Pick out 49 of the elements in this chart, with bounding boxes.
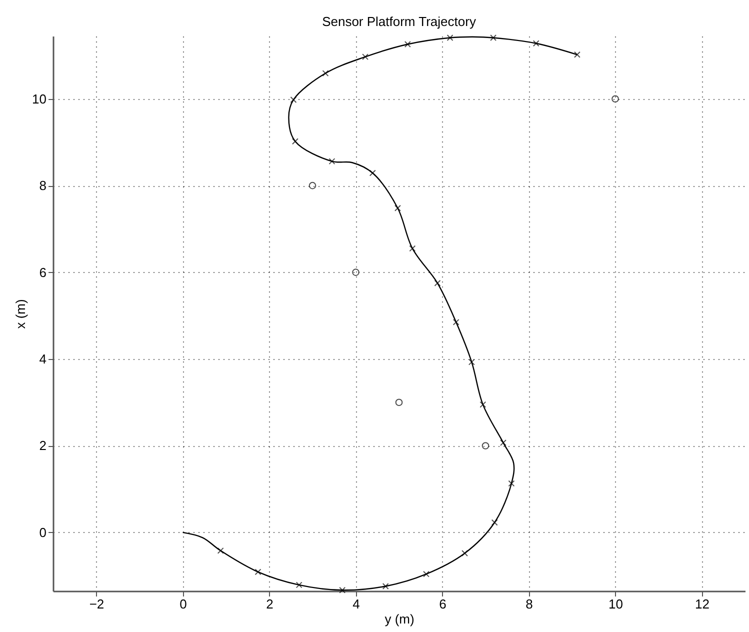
point <box>296 582 302 588</box>
x-tick-label: 12 <box>695 596 710 612</box>
point <box>482 442 490 450</box>
point <box>480 401 486 408</box>
point <box>491 519 498 526</box>
y-tick-label: 10 <box>32 91 46 106</box>
point <box>434 280 441 286</box>
y-tick-label: 0 <box>39 524 46 540</box>
point <box>290 96 297 103</box>
point <box>308 182 316 190</box>
x-tick-label: 4 <box>352 596 360 612</box>
point <box>394 204 401 212</box>
point <box>217 547 224 554</box>
point <box>468 358 475 366</box>
x-axis-title: y (m) <box>384 612 414 626</box>
point <box>452 318 460 326</box>
point <box>462 550 468 557</box>
point <box>362 54 369 60</box>
chart-title: Sensor Platform Trajectory <box>322 14 476 29</box>
x-tick-label: 10 <box>608 596 623 612</box>
x-tick-label: 2 <box>266 596 274 612</box>
point <box>500 439 506 446</box>
point <box>254 568 262 576</box>
x-tick-label: 0 <box>180 596 187 612</box>
point <box>423 570 430 578</box>
point <box>382 582 389 590</box>
y-tick-label: 2 <box>39 438 46 454</box>
point <box>409 245 416 252</box>
point <box>339 586 346 594</box>
point <box>532 40 540 47</box>
point <box>369 170 376 176</box>
point <box>612 95 619 103</box>
point <box>446 34 454 41</box>
point <box>574 51 580 58</box>
x-tick-label: 6 <box>439 596 446 612</box>
y-tick-label: 8 <box>39 178 46 194</box>
point <box>322 70 329 77</box>
point <box>352 268 360 276</box>
point <box>328 158 336 165</box>
point <box>404 41 411 48</box>
y-tick-label: 6 <box>39 264 46 280</box>
point <box>508 480 515 487</box>
point <box>395 398 403 406</box>
y-tick-label: 4 <box>39 352 46 367</box>
y-axis-title: x (m) <box>13 299 28 329</box>
x-tick-label: −2 <box>89 596 104 612</box>
point <box>490 34 497 41</box>
point <box>292 138 298 145</box>
x-tick-label: 8 <box>526 596 533 612</box>
